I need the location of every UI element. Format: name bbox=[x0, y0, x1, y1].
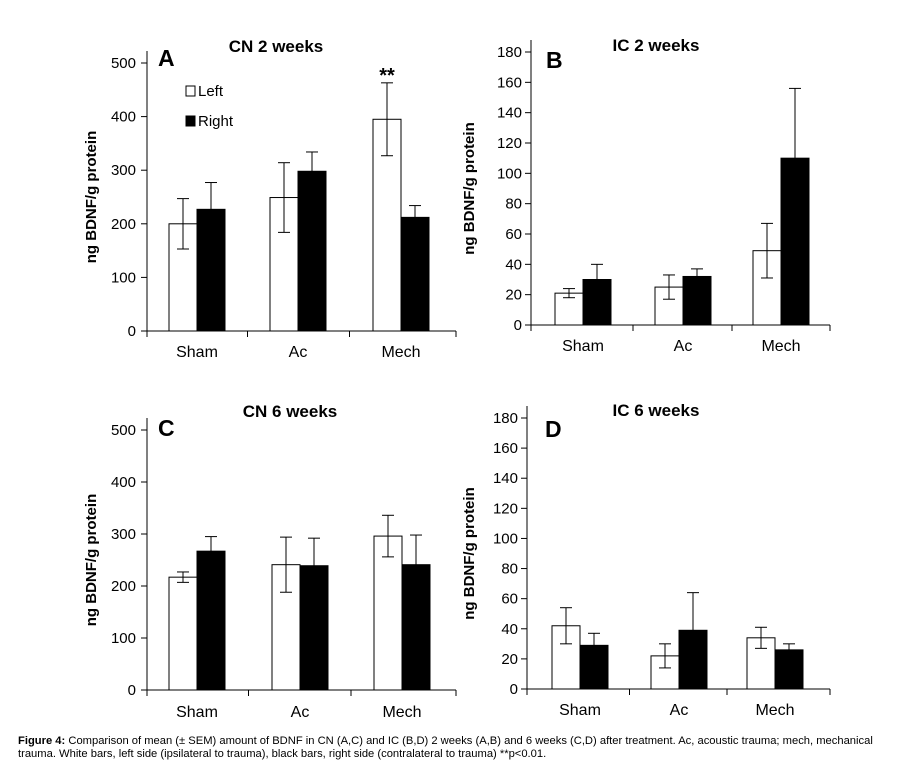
x-category-label: Ac bbox=[674, 338, 693, 355]
y-tick-label: 140 bbox=[493, 470, 518, 487]
y-tick-label: 200 bbox=[111, 578, 136, 595]
caption-text: Comparison of mean (± SEM) amount of BDN… bbox=[18, 735, 873, 760]
y-tick-label: 160 bbox=[493, 440, 518, 457]
bar-right-mech bbox=[774, 649, 804, 690]
panel-letter: C bbox=[158, 415, 175, 441]
bar-right-mech bbox=[400, 216, 430, 332]
bar-right-ac bbox=[297, 170, 327, 332]
panel-letter: D bbox=[545, 416, 562, 442]
figure-caption: Figure 4: Comparison of mean (± SEM) amo… bbox=[18, 735, 890, 761]
y-tick-label: 80 bbox=[501, 561, 518, 578]
y-tick-label: 0 bbox=[128, 682, 136, 699]
panel-letter: B bbox=[546, 47, 563, 73]
caption-label: Figure 4: bbox=[18, 735, 66, 747]
y-axis-label: ng BDNF/g protein bbox=[461, 487, 478, 619]
x-category-label: Mech bbox=[761, 338, 800, 355]
y-tick-label: 500 bbox=[111, 55, 136, 72]
y-tick-label: 100 bbox=[111, 630, 136, 647]
legend-swatch-left bbox=[185, 85, 196, 97]
y-tick-label: 140 bbox=[497, 105, 522, 122]
y-tick-label: 20 bbox=[501, 651, 518, 668]
panel-letter: A bbox=[158, 45, 175, 71]
chart-title: IC 6 weeks bbox=[613, 401, 700, 420]
bar-left-mech bbox=[373, 535, 403, 691]
y-axis-label: ng BDNF/g protein bbox=[461, 122, 478, 254]
x-category-label: Mech bbox=[755, 702, 794, 719]
x-category-label: Mech bbox=[382, 704, 421, 721]
chart-title: CN 6 weeks bbox=[243, 402, 338, 421]
legend-swatch-right bbox=[185, 115, 196, 127]
y-tick-label: 160 bbox=[497, 74, 522, 91]
y-tick-label: 100 bbox=[497, 165, 522, 182]
x-category-label: Ac bbox=[670, 702, 689, 719]
y-tick-label: 0 bbox=[128, 323, 136, 340]
x-category-label: Sham bbox=[559, 702, 601, 719]
legend-label-left: Left bbox=[198, 83, 224, 100]
y-tick-label: 0 bbox=[510, 681, 518, 698]
y-tick-label: 60 bbox=[505, 226, 522, 243]
x-category-label: Sham bbox=[176, 704, 218, 721]
significance-annotation: ** bbox=[379, 65, 395, 87]
chart-title: CN 2 weeks bbox=[229, 37, 324, 56]
y-tick-label: 400 bbox=[111, 474, 136, 491]
x-category-label: Sham bbox=[562, 338, 604, 355]
y-axis-label: ng BDNF/g protein bbox=[83, 494, 100, 626]
x-category-label: Ac bbox=[289, 344, 308, 361]
y-tick-label: 400 bbox=[111, 109, 136, 126]
y-tick-label: 60 bbox=[501, 591, 518, 608]
y-tick-label: 180 bbox=[493, 410, 518, 427]
legend-label-right: Right bbox=[198, 113, 234, 130]
chart-panel-b: 0 20 40 60 80 100 120 140 160 180 Sham Ac Mech IC 2 w… bbox=[461, 36, 831, 355]
bar-left-sham bbox=[168, 576, 198, 691]
y-tick-label: 0 bbox=[514, 317, 522, 334]
y-tick-label: 200 bbox=[111, 216, 136, 233]
y-tick-label: 300 bbox=[111, 162, 136, 179]
y-tick-label: 80 bbox=[505, 196, 522, 213]
bar-left-sham bbox=[554, 292, 584, 326]
y-tick-label: 20 bbox=[505, 287, 522, 304]
y-tick-label: 40 bbox=[501, 621, 518, 638]
x-category-label: Sham bbox=[176, 344, 218, 361]
y-axis-label: ng BDNF/g protein bbox=[83, 131, 100, 263]
bar-right-ac bbox=[682, 275, 712, 326]
y-tick-label: 40 bbox=[505, 256, 522, 273]
y-tick-label: 120 bbox=[497, 135, 522, 152]
chart-panel-c: 0 100 200 300 400 500 Sham Ac Mech CN 6 weeks Cng … bbox=[83, 402, 457, 721]
chart-panel-d: 0 20 40 60 80 100 120 140 160 180 Sham Ac Mech IC 6 w… bbox=[461, 401, 831, 719]
x-category-label: Ac bbox=[291, 704, 310, 721]
bar-right-sham bbox=[196, 550, 226, 691]
y-tick-label: 120 bbox=[493, 500, 518, 517]
x-category-label: Mech bbox=[381, 344, 420, 361]
y-tick-label: 500 bbox=[111, 422, 136, 439]
chart-panel-a: 0 100 200 300 400 500 Sham Ac Mech CN 2 weeks Ang … bbox=[83, 37, 457, 361]
y-tick-label: 180 bbox=[497, 44, 522, 61]
chart-title: IC 2 weeks bbox=[613, 36, 700, 55]
y-tick-label: 300 bbox=[111, 526, 136, 543]
y-tick-label: 100 bbox=[493, 530, 518, 547]
y-tick-label: 100 bbox=[111, 269, 136, 286]
